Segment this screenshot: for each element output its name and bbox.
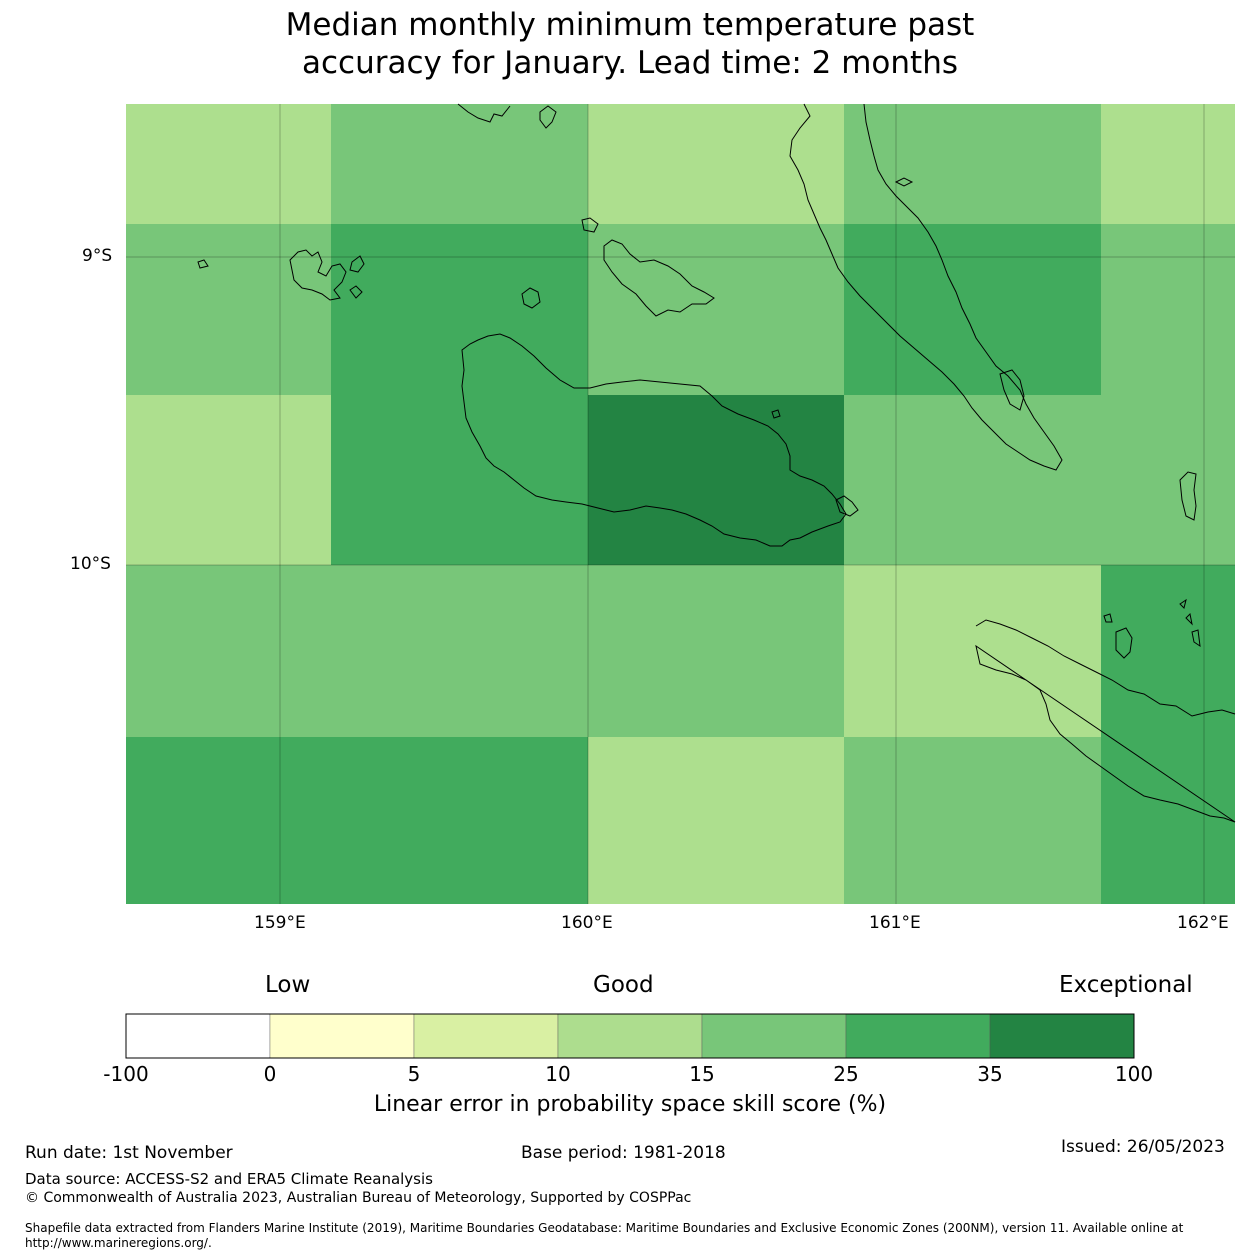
coastline-islet-2	[197, 259, 209, 269]
coastline-islet-7	[771, 409, 781, 419]
coastline-florida-north	[581, 217, 599, 233]
grid-cell-r3-c3	[844, 565, 1101, 737]
colorbar-tick-2: 5	[407, 1062, 421, 1086]
colorbar-caption: Linear error in probability space skill …	[373, 1092, 887, 1117]
colorbar	[125, 1013, 1135, 1059]
colorbar-segment-2	[413, 1013, 559, 1059]
lon-label-160e: 160°E	[561, 913, 613, 933]
coastline-guadalcanal	[461, 333, 847, 547]
grid-cell-r3-c2	[588, 565, 844, 737]
coastline-islet-11	[1179, 598, 1187, 609]
colorbar-tick-4: 15	[689, 1062, 715, 1086]
grid-cell-r2-c2	[588, 395, 844, 565]
grid-cell-r3-c0	[126, 565, 331, 737]
grid-cell-r1-c3	[844, 224, 1101, 395]
grid-cell-r0-c3	[844, 104, 1101, 224]
coastline-islet-12	[1185, 612, 1193, 626]
colorbar-segment-3	[557, 1013, 703, 1059]
colorbar-tick-5: 25	[833, 1062, 859, 1086]
coastline-islet-10	[1103, 613, 1113, 623]
grid-cell-r2-c1	[331, 395, 588, 565]
chart-title: Median monthly minimum temperature past …	[0, 6, 1260, 82]
grid-cell-r0-c4	[1101, 104, 1235, 224]
grid-cell-r0-c0	[126, 104, 331, 224]
colorbar-segment-0	[125, 1013, 271, 1059]
base-period: Base period: 1981-2018	[521, 1143, 726, 1163]
coastline-islet-3	[521, 287, 541, 309]
coastline-florida-islands	[603, 239, 715, 317]
lon-label-159e: 159°E	[254, 913, 306, 933]
grid-cell-r3-c4	[1101, 565, 1235, 737]
title-line-2: accuracy for January. Lead time: 2 month…	[301, 45, 958, 81]
coastline-russell-islands	[289, 249, 347, 301]
lon-label-162e: 162°E	[1177, 913, 1229, 933]
coastline-islet-13	[1191, 629, 1201, 648]
colorbar-segment-6	[989, 1013, 1135, 1059]
grid-cell-r4-c4	[1101, 737, 1235, 904]
grid-cell-r4-c2	[588, 737, 844, 904]
skill-grid	[126, 104, 1235, 904]
colorbar-tick-6: 35	[977, 1062, 1003, 1086]
colorbar-tick-1: 0	[263, 1062, 277, 1086]
lat-label-9s: 9°S	[82, 246, 113, 266]
grid-cell-r1-c0	[126, 224, 331, 395]
lon-label-161e: 161°E	[869, 913, 921, 933]
coastlines	[197, 103, 1236, 823]
colorbar-good-label: Good	[593, 972, 654, 998]
grid-cell-r1-c4	[1101, 224, 1235, 395]
coastline-ulawa	[1179, 471, 1197, 521]
coastline-small-malaita	[999, 369, 1025, 411]
coastline-northern-islets	[457, 103, 511, 123]
colorbar-border	[125, 1013, 1135, 1059]
coastline-malaita	[789, 103, 1063, 471]
coastline-islet-8	[835, 495, 859, 517]
grid-cell-r2-c0	[126, 395, 331, 565]
coastline-islet-1	[349, 255, 365, 273]
grid-cell-r1-c1	[331, 224, 588, 395]
grid-cell-r0-c2	[588, 104, 844, 224]
lat-label-10s: 10°S	[70, 554, 111, 574]
grid-cell-r4-c3	[844, 737, 1101, 904]
colorbar-tick-3: 10	[545, 1062, 571, 1086]
coastline-islet-5	[539, 105, 557, 129]
colorbar-tick-0: -100	[103, 1062, 149, 1086]
shapefile-credit: Shapefile data extracted from Flanders M…	[25, 1221, 1184, 1250]
coastline-islet-6	[894, 177, 914, 187]
colorbar-exceptional-label: Exceptional	[1059, 972, 1193, 998]
coastline-makira	[975, 619, 1236, 823]
grid-cell-r2-c3	[844, 395, 1101, 565]
title-line-1: Median monthly minimum temperature past	[285, 7, 975, 43]
grid-cell-r4-c0	[126, 737, 331, 904]
coastline-islet-4	[349, 285, 363, 299]
issued-date: Issued: 26/05/2023	[1061, 1137, 1225, 1157]
colorbar-segment-4	[701, 1013, 847, 1059]
grid-cell-r2-c4	[1101, 395, 1235, 565]
coastline-islet-9	[1115, 627, 1133, 659]
colorbar-segment-5	[845, 1013, 991, 1059]
colorbar-low-label: Low	[265, 972, 311, 998]
colorbar-segment-1	[269, 1013, 415, 1059]
data-source: Data source: ACCESS-S2 and ERA5 Climate …	[25, 1170, 433, 1188]
grid-cell-r1-c2	[588, 224, 844, 395]
colorbar-tick-7: 100	[1114, 1062, 1154, 1086]
grid-cell-r0-c1	[331, 104, 588, 224]
grid-cell-r3-c1	[331, 565, 588, 737]
graticule	[126, 104, 1235, 904]
grid-cell-r4-c1	[331, 737, 588, 904]
run-date: Run date: 1st November	[25, 1143, 233, 1163]
copyright: © Commonwealth of Australia 2023, Austra…	[25, 1190, 692, 1206]
